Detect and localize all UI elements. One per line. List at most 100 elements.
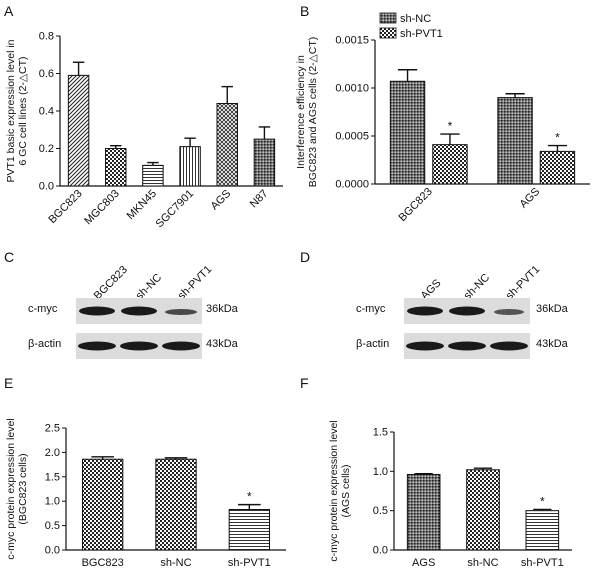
blot-row-label-cmyc: c-myc xyxy=(356,303,386,315)
panel-letter-c: C xyxy=(4,249,14,265)
y-tick-label: 0.2 xyxy=(39,143,54,155)
y-axis-label: (AGS cells) xyxy=(340,464,352,517)
y-tick-label: 2.5 xyxy=(45,423,60,435)
x-tick-label: BGC823 xyxy=(82,557,124,569)
y-tick-label: 1.0 xyxy=(373,466,388,478)
bar xyxy=(497,97,533,185)
y-axis-label: Interference efficiency in xyxy=(295,55,307,169)
y-axis-label: (BGC823 cells) xyxy=(17,453,29,524)
blot-band xyxy=(121,306,157,316)
chart-f: 0.0 0.5 1.0 1.5 c-myc protein expression lev… xyxy=(328,420,572,569)
x-tick-label: sh-PVT1 xyxy=(521,557,564,569)
panel-letter-e: E xyxy=(4,375,13,391)
y-tick-label: 0.0010 xyxy=(335,83,369,95)
blot-row-label-cmyc: c-myc xyxy=(28,303,58,315)
chart-a: 0.0 0.2 0.4 0.6 0.8 PVT1 basic expression lev… xyxy=(5,31,283,231)
blot-band xyxy=(407,306,443,316)
y-tick-label: 1.0 xyxy=(45,496,60,508)
blot-band xyxy=(406,341,444,351)
bar xyxy=(466,469,500,551)
y-tick-label: 0.0000 xyxy=(335,179,369,191)
blot-band xyxy=(162,341,200,351)
x-tick-label: N87 xyxy=(248,188,271,211)
blot-band xyxy=(490,341,528,351)
y-axis-label: c-myc protein expression level xyxy=(5,418,17,559)
blot-size-label: 36kDa xyxy=(536,303,569,315)
bar xyxy=(228,508,271,551)
chart-e: 0.0 0.5 1.0 1.5 2.0 2.5 c-myc protein expressi… xyxy=(5,418,286,569)
y-tick-label: 1.5 xyxy=(373,427,388,439)
y-tick-label: 0.4 xyxy=(39,106,54,118)
blot-size-label: 36kDa xyxy=(206,303,239,315)
blot-size-label: 43kDa xyxy=(536,338,569,350)
bar xyxy=(142,164,164,187)
x-tick-label: SGC7901 xyxy=(154,188,197,231)
blot-lane-label: sh-NC xyxy=(462,272,493,303)
blot-lane-label: sh-PVT1 xyxy=(176,263,215,302)
bar xyxy=(179,146,201,187)
x-tick-label: BGC823 xyxy=(397,186,435,224)
y-axis-label: BGC823 and AGS cells (2-△CT) xyxy=(307,37,319,187)
x-tick-label: MKN45 xyxy=(125,188,159,222)
panel-letter-f: F xyxy=(300,375,309,391)
x-tick-label: AGS xyxy=(208,188,233,213)
blot-size-label: 43kDa xyxy=(206,338,239,350)
blot-band xyxy=(120,341,158,351)
blot-row-label-actin: β-actin xyxy=(356,338,389,350)
significance-mark: * xyxy=(555,131,560,145)
panel-letter-d: D xyxy=(300,249,310,265)
bar xyxy=(216,103,238,187)
bar xyxy=(105,148,127,187)
blot-band xyxy=(79,306,115,316)
bar xyxy=(525,510,560,551)
blot-panel-d: AGS sh-NC sh-PVT1 c-myc β-actin 36kDa 43… xyxy=(356,263,569,359)
y-axis-label: c-myc protein expression level xyxy=(328,420,340,561)
bar xyxy=(155,458,197,551)
bar xyxy=(82,458,124,551)
blot-lane-label: sh-NC xyxy=(134,272,165,303)
y-tick-label: 0.0 xyxy=(39,181,54,193)
x-tick-label: sh-NC xyxy=(160,557,191,569)
y-tick-label: 0.0005 xyxy=(335,131,369,143)
bar xyxy=(253,138,276,187)
significance-mark: * xyxy=(448,119,453,133)
chart-b: 0.0000 0.0005 0.0010 0.0015 Interference eff… xyxy=(295,12,590,224)
x-tick-label: sh-NC xyxy=(467,557,498,569)
y-tick-label: 0.0 xyxy=(45,545,60,557)
bar xyxy=(389,80,426,185)
bar xyxy=(539,150,576,185)
y-tick-label: 0.6 xyxy=(39,68,54,80)
panel-letter-b: B xyxy=(300,3,309,19)
legend-swatch xyxy=(379,12,397,24)
blot-band xyxy=(165,309,197,315)
y-tick-label: 0.0 xyxy=(373,545,388,557)
bar xyxy=(406,473,441,551)
y-axis-label: PVT1 basic expression level in xyxy=(5,39,17,182)
x-tick-label: MGC803 xyxy=(82,188,122,228)
significance-mark: * xyxy=(247,490,252,504)
x-tick-label: sh-PVT1 xyxy=(228,557,271,569)
y-tick-label: 1.5 xyxy=(45,471,60,483)
panel-letter-a: A xyxy=(4,3,14,19)
blot-panel-c: BGC823 sh-NC sh-PVT1 c-myc β-actin 36kDa… xyxy=(28,263,239,359)
legend-swatch xyxy=(379,27,397,39)
x-tick-label: AGS xyxy=(412,557,435,569)
blot-band xyxy=(449,306,485,316)
y-tick-label: 0.8 xyxy=(39,31,54,43)
y-tick-label: 0.5 xyxy=(45,520,60,532)
y-tick-label: 2.0 xyxy=(45,447,60,459)
legend-label: sh-PVT1 xyxy=(400,28,443,40)
legend-label: sh-NC xyxy=(400,13,431,25)
blot-band xyxy=(448,341,486,351)
blot-lane-label: BGC823 xyxy=(92,264,130,302)
x-tick-label: BGC823 xyxy=(46,188,84,226)
significance-mark: * xyxy=(540,494,545,508)
y-tick-label: 0.0015 xyxy=(335,35,369,47)
blot-band xyxy=(494,309,524,315)
blot-row-label-actin: β-actin xyxy=(28,338,61,350)
blot-lane-label: sh-PVT1 xyxy=(504,263,543,302)
bar xyxy=(432,144,468,185)
y-tick-label: 0.5 xyxy=(373,505,388,517)
y-axis-label: 6 GC cell lines (2-△CT) xyxy=(17,56,29,165)
